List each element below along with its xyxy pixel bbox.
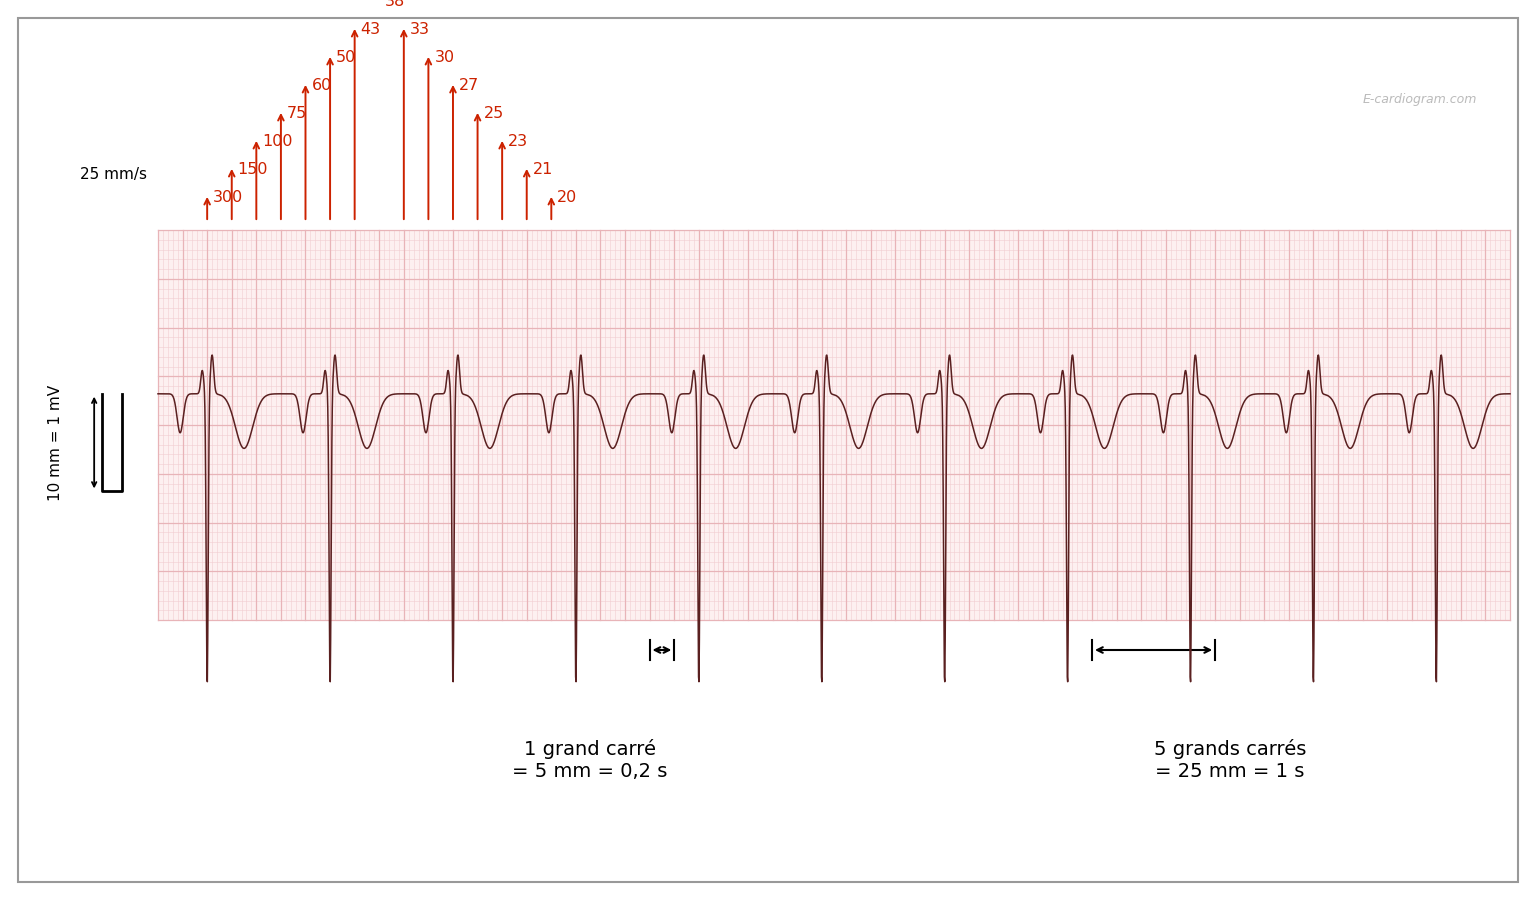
Text: 43: 43 bbox=[361, 22, 381, 37]
Text: 5 grands carrés
= 25 mm = 1 s: 5 grands carrés = 25 mm = 1 s bbox=[1154, 739, 1306, 781]
Text: 27: 27 bbox=[459, 78, 479, 93]
Text: 30: 30 bbox=[435, 50, 455, 65]
Text: 23: 23 bbox=[508, 134, 528, 149]
Text: 20: 20 bbox=[558, 190, 578, 205]
Text: 10 mm = 1 mV: 10 mm = 1 mV bbox=[48, 384, 63, 500]
Text: 21: 21 bbox=[533, 162, 553, 177]
Text: 25 mm/s: 25 mm/s bbox=[80, 167, 147, 183]
Bar bbox=[158, 230, 1510, 620]
Text: E-cardiogram.com: E-cardiogram.com bbox=[1362, 94, 1478, 106]
Text: 25: 25 bbox=[484, 106, 504, 121]
Text: 60: 60 bbox=[312, 78, 332, 93]
Text: 50: 50 bbox=[336, 50, 356, 65]
Text: 38: 38 bbox=[386, 0, 406, 9]
Text: 150: 150 bbox=[238, 162, 269, 177]
Text: 1 grand carré
= 5 mm = 0,2 s: 1 grand carré = 5 mm = 0,2 s bbox=[513, 739, 668, 781]
Text: 300: 300 bbox=[214, 190, 243, 205]
Text: 33: 33 bbox=[410, 22, 430, 37]
Text: 100: 100 bbox=[263, 134, 293, 149]
Text: 75: 75 bbox=[287, 106, 307, 121]
